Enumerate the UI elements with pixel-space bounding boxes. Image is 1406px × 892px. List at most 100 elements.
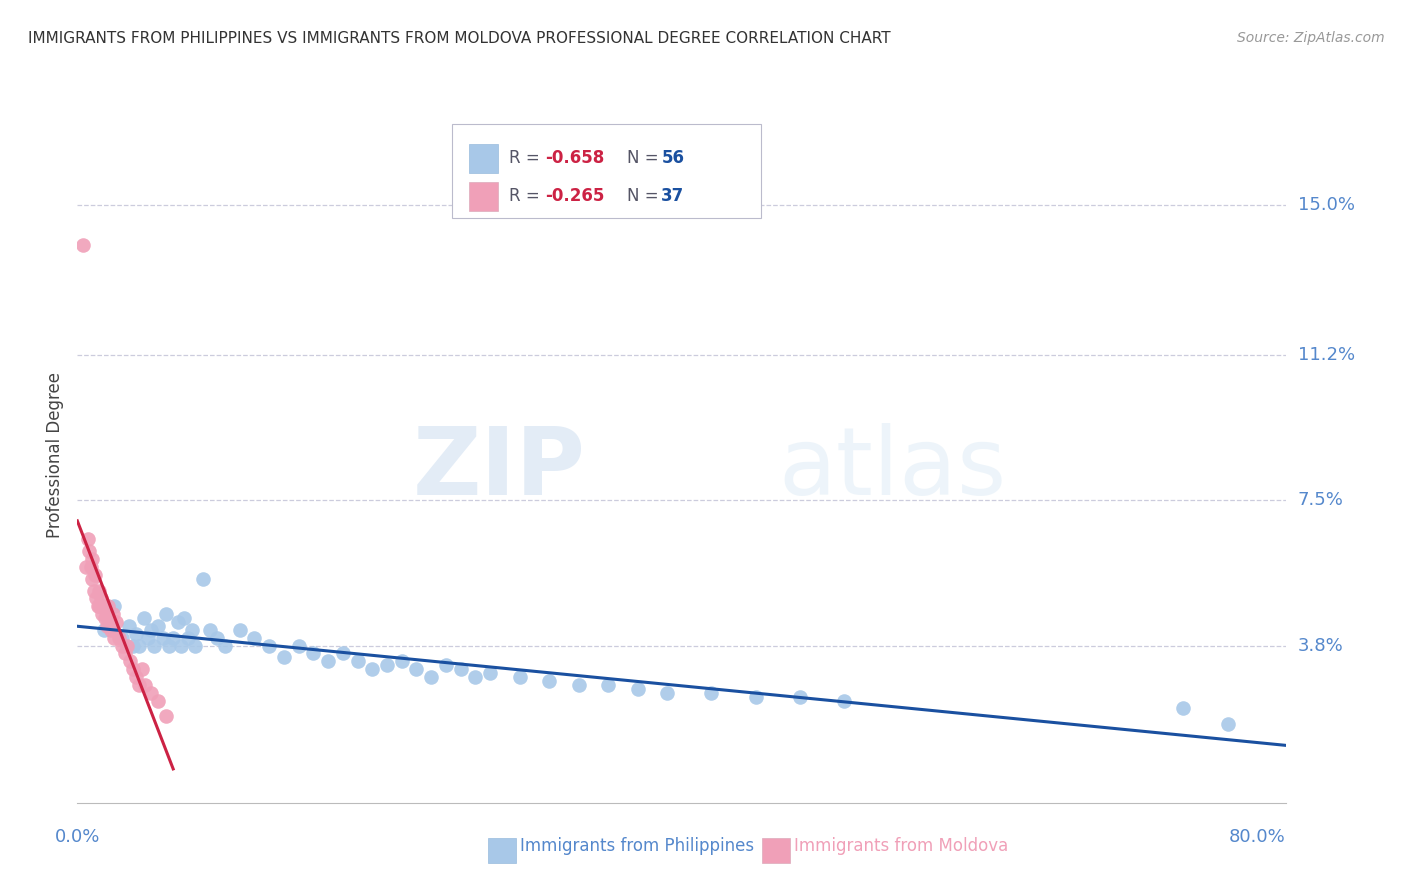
- Point: [87, 599, 110, 614]
- Point: [316, 654, 339, 668]
- Point: [191, 572, 214, 586]
- Point: [148, 693, 170, 707]
- Point: [464, 670, 486, 684]
- Text: 15.0%: 15.0%: [1298, 196, 1354, 214]
- Point: [93, 623, 115, 637]
- Point: [744, 690, 766, 704]
- Text: 37: 37: [661, 187, 685, 205]
- Point: [83, 583, 105, 598]
- Point: [302, 647, 325, 661]
- Point: [207, 631, 229, 645]
- Point: [169, 639, 191, 653]
- Point: [155, 709, 177, 723]
- Point: [94, 611, 117, 625]
- Point: [257, 639, 280, 653]
- Text: Immigrants from Moldova: Immigrants from Moldova: [794, 837, 1008, 855]
- Text: -0.658: -0.658: [546, 149, 605, 167]
- Point: [76, 533, 98, 547]
- Point: [789, 690, 811, 704]
- Point: [86, 591, 108, 606]
- Text: N =: N =: [627, 149, 665, 167]
- Point: [434, 658, 457, 673]
- Point: [538, 673, 561, 688]
- Point: [110, 639, 132, 653]
- Point: [132, 611, 155, 625]
- Point: [420, 670, 443, 684]
- Point: [155, 607, 177, 621]
- Point: [110, 631, 132, 645]
- Point: [131, 662, 153, 676]
- Point: [405, 662, 427, 676]
- Point: [122, 662, 145, 676]
- Point: [100, 623, 122, 637]
- Point: [90, 591, 112, 606]
- Point: [181, 623, 204, 637]
- Point: [509, 670, 531, 684]
- Point: [72, 237, 94, 252]
- Text: R =: R =: [509, 187, 546, 205]
- Point: [125, 670, 148, 684]
- Point: [103, 631, 125, 645]
- Point: [332, 647, 354, 661]
- Point: [114, 647, 136, 661]
- Text: Immigrants from Philippines: Immigrants from Philippines: [520, 837, 755, 855]
- Point: [361, 662, 384, 676]
- Point: [832, 693, 855, 707]
- Point: [128, 639, 150, 653]
- Text: 3.8%: 3.8%: [1298, 637, 1343, 655]
- Point: [104, 615, 127, 629]
- Text: R =: R =: [509, 149, 546, 167]
- Point: [139, 686, 162, 700]
- Text: 11.2%: 11.2%: [1298, 346, 1355, 364]
- Point: [91, 607, 114, 621]
- Point: [157, 639, 180, 653]
- Point: [184, 639, 207, 653]
- Text: N =: N =: [627, 187, 665, 205]
- Point: [125, 627, 148, 641]
- Point: [173, 611, 195, 625]
- Point: [243, 631, 266, 645]
- Point: [657, 686, 679, 700]
- Point: [700, 686, 723, 700]
- Point: [139, 623, 162, 637]
- Point: [287, 639, 309, 653]
- Point: [148, 619, 170, 633]
- Point: [84, 567, 107, 582]
- Point: [391, 654, 413, 668]
- FancyBboxPatch shape: [453, 124, 761, 219]
- Point: [450, 662, 472, 676]
- Point: [80, 552, 103, 566]
- FancyBboxPatch shape: [470, 182, 498, 211]
- Text: ZIP: ZIP: [412, 423, 585, 515]
- Point: [101, 607, 124, 621]
- Text: Source: ZipAtlas.com: Source: ZipAtlas.com: [1237, 31, 1385, 45]
- Point: [128, 678, 150, 692]
- Point: [162, 631, 184, 645]
- Point: [96, 619, 118, 633]
- Point: [77, 544, 100, 558]
- Point: [89, 599, 111, 614]
- Point: [1173, 701, 1195, 715]
- Point: [79, 560, 101, 574]
- Point: [479, 666, 502, 681]
- Text: IMMIGRANTS FROM PHILIPPINES VS IMMIGRANTS FROM MOLDOVA PROFESSIONAL DEGREE CORRE: IMMIGRANTS FROM PHILIPPINES VS IMMIGRANT…: [28, 31, 891, 46]
- Text: 80.0%: 80.0%: [1229, 828, 1285, 846]
- Point: [1216, 717, 1239, 731]
- Point: [75, 560, 97, 574]
- Point: [118, 619, 141, 633]
- Point: [122, 639, 145, 653]
- Point: [214, 639, 236, 653]
- Point: [107, 631, 129, 645]
- Point: [93, 599, 115, 614]
- Point: [177, 631, 200, 645]
- Point: [136, 631, 159, 645]
- Text: atlas: atlas: [779, 423, 1007, 515]
- Point: [627, 681, 650, 696]
- Point: [198, 623, 221, 637]
- Point: [273, 650, 295, 665]
- Point: [80, 572, 103, 586]
- Point: [143, 639, 166, 653]
- Point: [103, 599, 125, 614]
- Point: [134, 678, 156, 692]
- FancyBboxPatch shape: [470, 144, 498, 173]
